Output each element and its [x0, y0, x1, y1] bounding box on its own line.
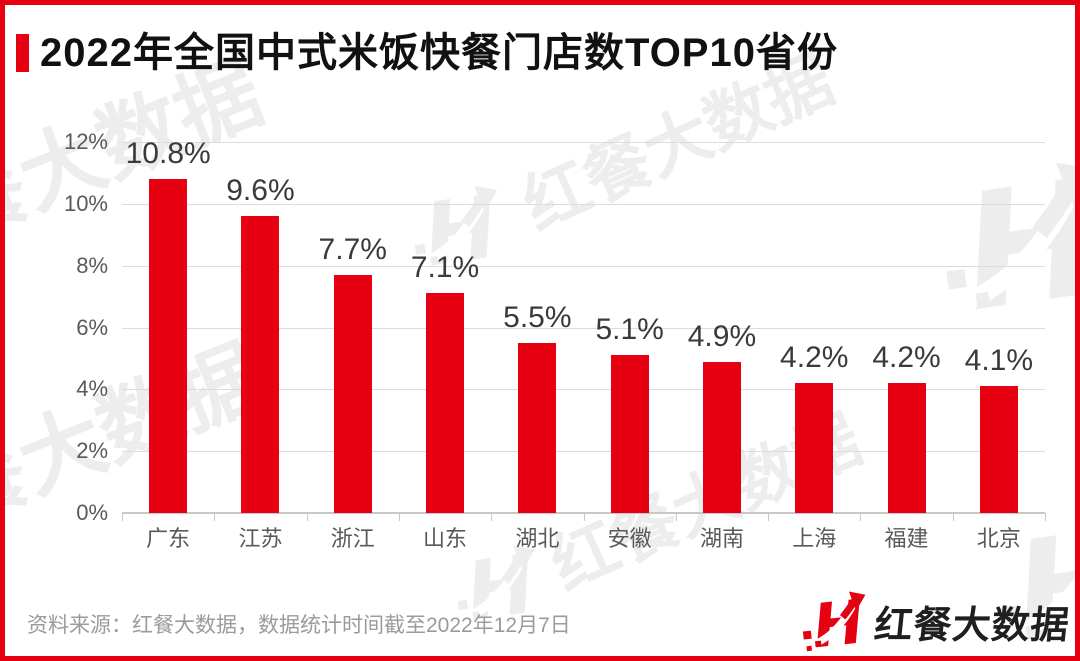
- bar-山东: [426, 293, 465, 513]
- gridline: [122, 327, 1045, 329]
- bar-value-label: 4.2%: [780, 341, 849, 375]
- bar-value-label: 7.7%: [318, 232, 387, 266]
- x-axis-tick: [583, 513, 585, 521]
- bar-value-label: 7.1%: [410, 251, 480, 285]
- x-axis-label: 山东: [423, 526, 468, 551]
- bar-湖南: [702, 361, 741, 513]
- bar-value-label: 4.9%: [687, 319, 757, 353]
- bar-广东: [149, 179, 188, 513]
- x-axis-tick: [675, 513, 677, 521]
- y-axis-tick-label: 4%: [76, 376, 108, 402]
- y-axis-tick-label: 2%: [76, 438, 108, 464]
- x-axis-label: 江苏: [238, 526, 283, 551]
- bar-北京: [979, 386, 1018, 513]
- x-axis-tick: [398, 513, 400, 521]
- x-axis-label: 浙江: [330, 526, 375, 551]
- x-axis-tick: [768, 513, 770, 521]
- bar-value-label: 10.8%: [125, 137, 211, 171]
- x-axis-label: 广东: [146, 526, 191, 551]
- gridline: [122, 142, 1045, 143]
- source-note: 资料来源：红餐大数据，数据统计时间截至2022年12月7日: [27, 614, 571, 637]
- y-axis-tick-label: 0%: [76, 500, 108, 525]
- title-marker: [16, 34, 29, 72]
- gridline: [122, 203, 1045, 205]
- title-row: 2022年全国中式米饭快餐门店数TOP10省份: [16, 31, 838, 75]
- bar-福建: [887, 383, 926, 513]
- bar-value-label: 4.1%: [964, 344, 1034, 378]
- x-axis-tick: [214, 513, 216, 521]
- x-axis-tick: [1045, 513, 1046, 521]
- x-axis-tick: [122, 513, 123, 521]
- brand-logo-text: 红餐大数据: [872, 604, 1072, 647]
- y-axis-tick-label: 8%: [76, 252, 108, 278]
- x-axis-label: 安徽: [607, 526, 652, 551]
- x-axis-label: 湖南: [699, 526, 744, 551]
- x-axis-label: 福建: [884, 526, 929, 551]
- bar-value-label: 5.1%: [595, 313, 664, 347]
- page-title: 2022年全国中式米饭快餐门店数TOP10省份: [40, 31, 838, 75]
- bar-value-label: 5.5%: [503, 300, 572, 334]
- gridline: [122, 389, 1045, 391]
- x-axis-tick: [952, 513, 954, 521]
- bar-chart: 12% 10% 8% 6% 4% 2% 0% 10.8% 广东 9.6% 江苏 7.7% 浙江 7.1% 山…: [5, 5, 1075, 656]
- x-axis-tick: [860, 513, 862, 521]
- bar-安徽: [610, 355, 649, 513]
- y-axis-tick-label: 12%: [63, 129, 108, 154]
- brand-logo: H 红餐大数据: [801, 588, 1072, 654]
- bar-上海: [795, 383, 834, 513]
- y-axis-tick-label: 6%: [76, 314, 108, 340]
- gridline: [122, 265, 1045, 267]
- bar-value-label: 9.6%: [226, 174, 295, 208]
- x-axis-label: 湖北: [515, 526, 560, 551]
- brand-logo-icon: H: [802, 588, 867, 654]
- bar-湖北: [518, 342, 557, 513]
- x-axis-label: 北京: [976, 526, 1021, 551]
- x-axis-tick: [306, 513, 308, 521]
- bar-浙江: [333, 274, 372, 513]
- bar-江苏: [241, 216, 280, 513]
- gridline: [122, 451, 1045, 453]
- y-axis-tick-label: 10%: [63, 190, 108, 216]
- x-axis-tick: [491, 513, 493, 521]
- bar-value-label: 4.2%: [872, 341, 941, 375]
- x-axis-label: 上海: [792, 526, 837, 551]
